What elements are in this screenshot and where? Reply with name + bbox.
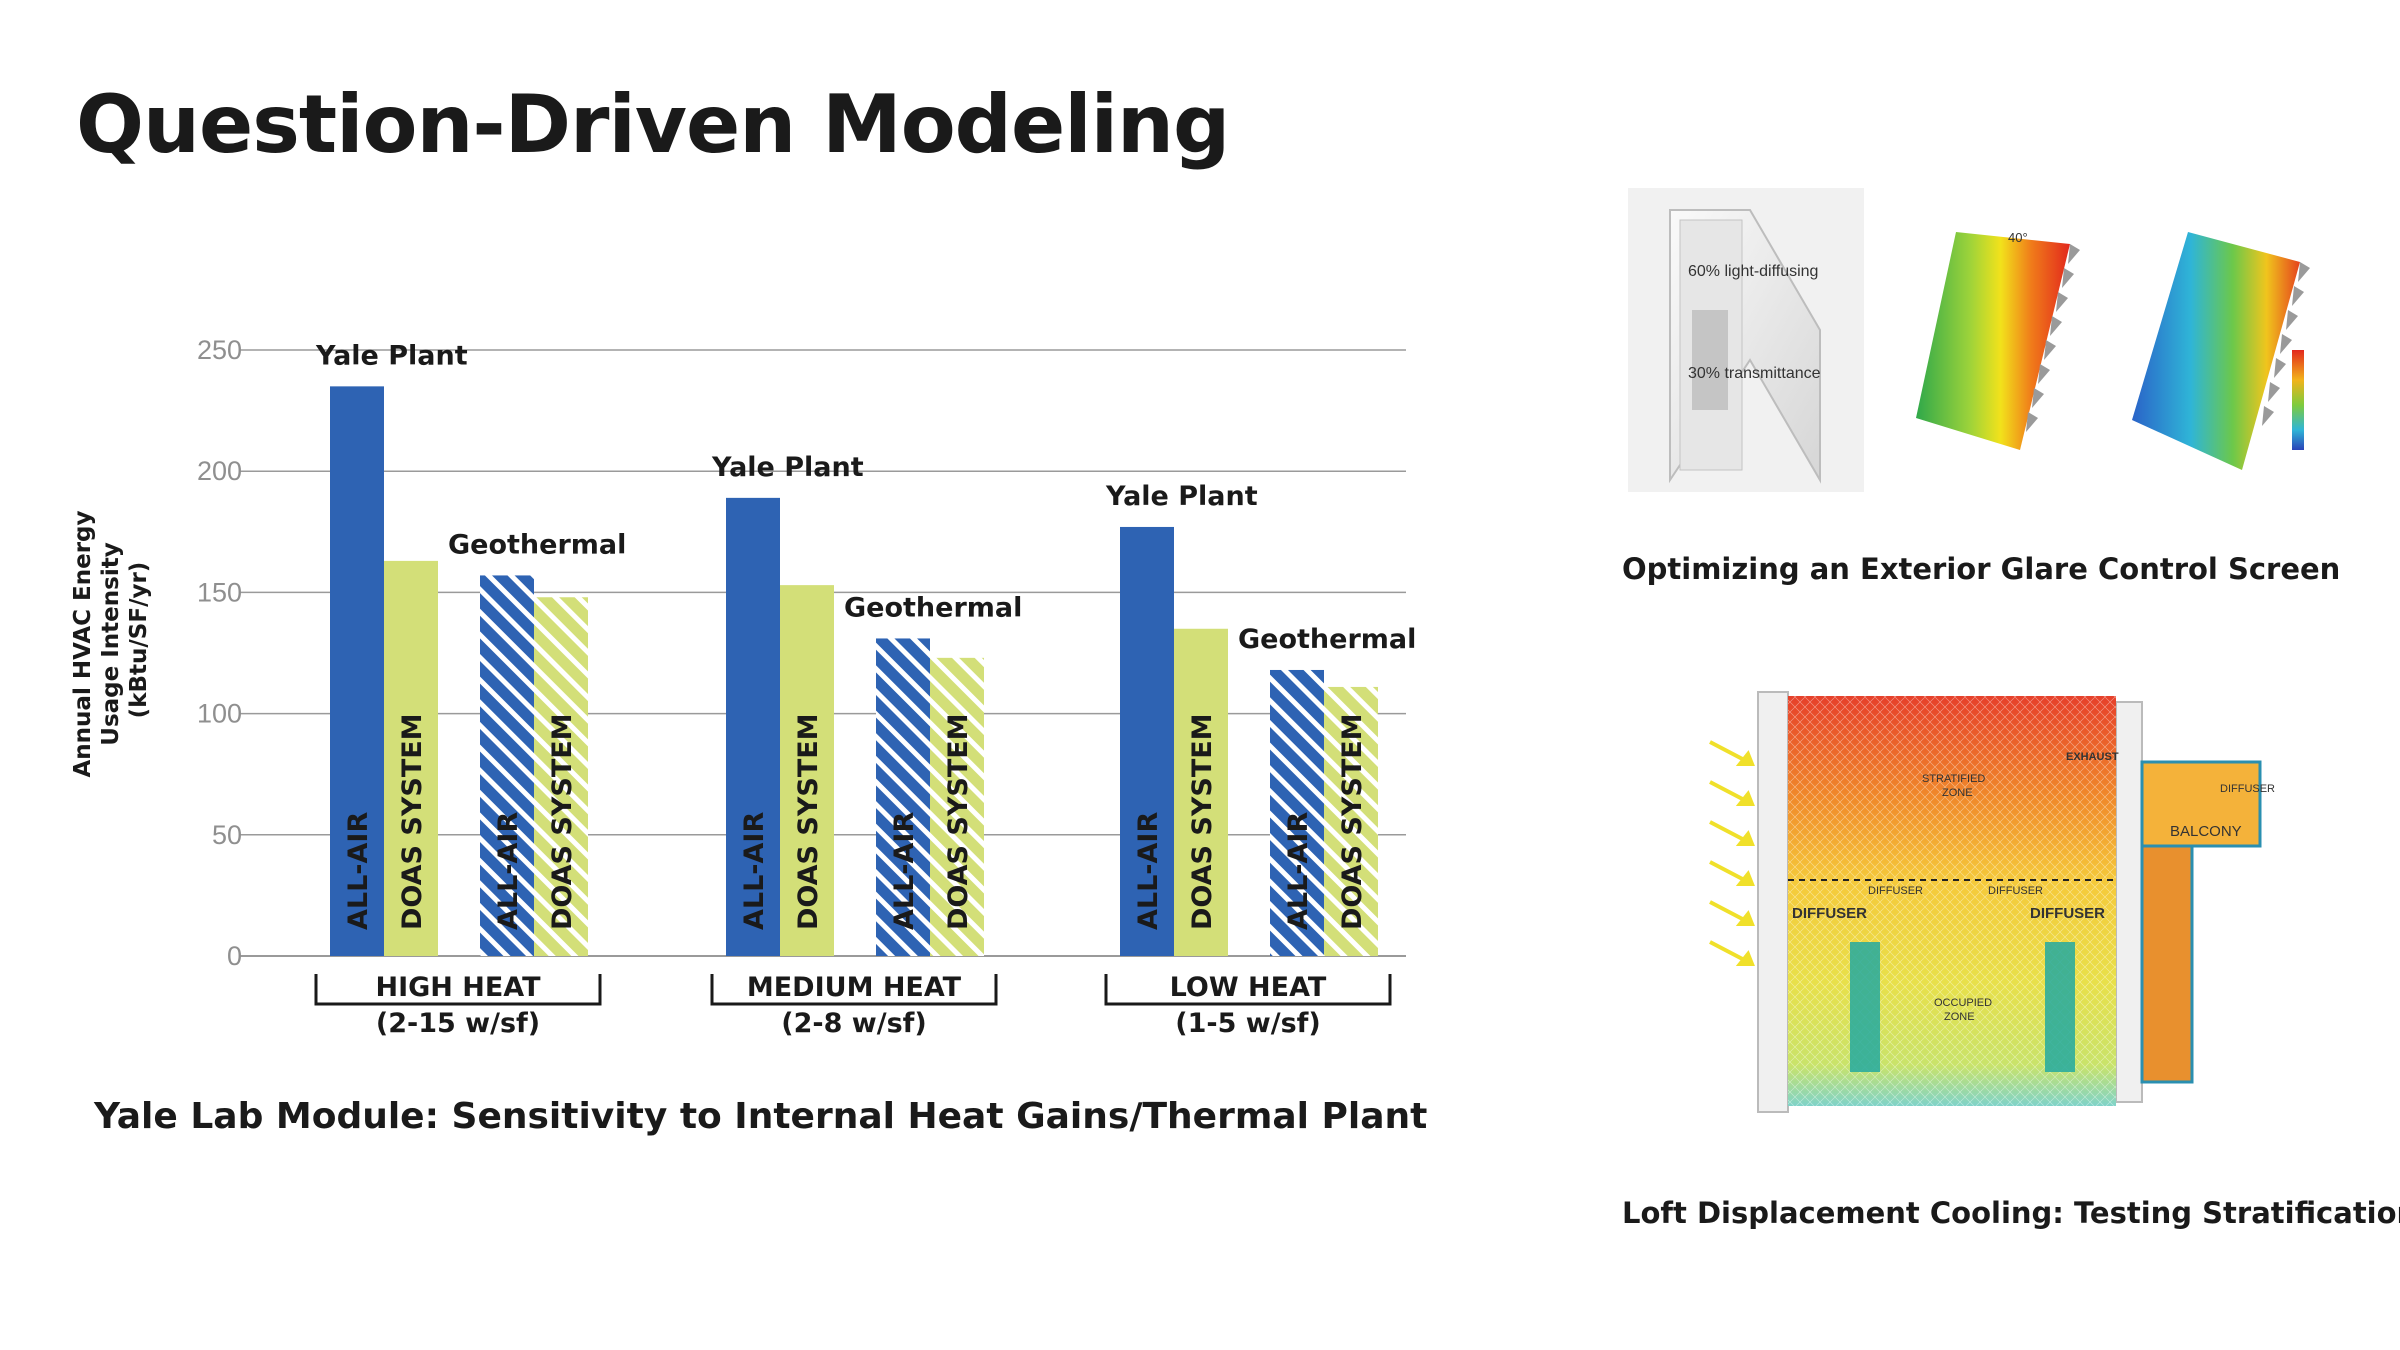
bar xyxy=(480,575,534,956)
glare-label-top: 60% light-diffusing xyxy=(1688,263,1818,280)
bar xyxy=(1270,669,1324,956)
plant-label: Yale Plant xyxy=(315,340,468,371)
plant-label: Yale Plant xyxy=(1105,481,1258,512)
loft-right-duct xyxy=(2045,942,2075,1072)
bar xyxy=(1174,628,1228,956)
glare-caption: Optimizing an Exterior Glare Control Scr… xyxy=(1622,552,2341,586)
glare-screen-figure: 60% light-diffusing 30% transmittance 40… xyxy=(1628,188,2310,492)
loft-label-diffuser-balcony: DIFFUSER xyxy=(2220,783,2275,795)
loft-right-wall xyxy=(2115,701,2143,1103)
group-name: MEDIUM HEAT xyxy=(747,972,962,1003)
bar xyxy=(780,585,834,956)
group-range: (1-5 w/sf) xyxy=(1175,1008,1320,1039)
chart-caption: Yale Lab Module: Sensitivity to Internal… xyxy=(94,1096,1428,1137)
bars-layer xyxy=(330,386,1378,956)
bar xyxy=(534,597,588,956)
balcony-lower xyxy=(2140,844,2194,1084)
loft-label-occupied: OCCUPIED xyxy=(1934,997,1992,1009)
bar-label: ALL-AIR xyxy=(493,812,524,930)
plant-label: Geothermal xyxy=(1238,624,1416,655)
y-tick-label: 50 xyxy=(212,820,242,850)
loft-label-occupied-zone: ZONE xyxy=(1944,1011,1975,1023)
bar xyxy=(876,638,930,956)
bar-label: DOAS SYSTEM xyxy=(1187,713,1218,930)
y-tick-label: 200 xyxy=(197,456,242,486)
group-range: (2-8 w/sf) xyxy=(781,1008,926,1039)
bar xyxy=(726,497,780,956)
loft-label-exhaust: EXHAUST xyxy=(2066,751,2119,763)
bar-label: DOAS SYSTEM xyxy=(943,713,974,930)
group-bracket xyxy=(314,974,602,1006)
bar xyxy=(1324,686,1378,956)
bar-label: ALL-AIR xyxy=(739,812,770,930)
glare-heatmap-b xyxy=(2132,232,2300,470)
loft-label-stratified-zone: ZONE xyxy=(1942,787,1973,799)
bar-label: ALL-AIR xyxy=(1133,812,1164,930)
plant-label: Geothermal xyxy=(844,592,1022,623)
y-tick-label: 0 xyxy=(227,941,242,971)
group-bracket xyxy=(710,974,998,1006)
loft-label-diffuser-small-left: DIFFUSER xyxy=(1868,885,1923,897)
bar-label: ALL-AIR xyxy=(343,812,374,930)
airflow-arrows xyxy=(1709,740,1755,966)
bar-label: DOAS SYSTEM xyxy=(1337,713,1368,930)
y-tick-label: 250 xyxy=(197,335,242,365)
bar xyxy=(330,386,384,956)
bar-label: DOAS SYSTEM xyxy=(547,713,578,930)
glare-fins-b xyxy=(2262,262,2310,426)
group-name: LOW HEAT xyxy=(1170,972,1327,1003)
glare-angle-label: 40° xyxy=(2008,230,2028,245)
loft-caption: Loft Displacement Cooling: Testing Strat… xyxy=(1622,1196,2400,1230)
balcony-block xyxy=(2140,760,2262,848)
loft-label-balcony: BALCONY xyxy=(2170,823,2242,840)
group-name: HIGH HEAT xyxy=(375,972,541,1003)
glare-color-scale xyxy=(2292,350,2304,450)
labels-layer: 0 50 100 150 200 250 ALL-AIR DOAS SYSTEM ALL-AIR… xyxy=(197,335,1416,1039)
glare-label-bottom: 30% transmittance xyxy=(1688,365,1821,382)
loft-label-diffuser-right: DIFFUSER xyxy=(2030,905,2105,922)
loft-label-stratified: STRATIFIED xyxy=(1922,773,1985,785)
plant-label: Geothermal xyxy=(448,529,626,560)
y-axis-label: Annual HVAC Energy Usage Intensity (kBtu… xyxy=(70,502,152,777)
ylabel-line-3: (kBtu/SF/yr) xyxy=(126,562,152,719)
glare-heatmap-a xyxy=(1916,232,2070,450)
bar xyxy=(384,560,438,956)
bar xyxy=(930,657,984,956)
loft-left-wall xyxy=(1757,691,1789,1113)
group-range: (2-15 w/sf) xyxy=(376,1008,540,1039)
bar xyxy=(1120,526,1174,956)
ylabel-line-1: Annual HVAC Energy xyxy=(70,511,96,778)
plant-label: Yale Plant xyxy=(711,452,864,483)
loft-left-duct xyxy=(1850,942,1880,1072)
loft-label-diffuser-left: DIFFUSER xyxy=(1792,905,1867,922)
bar-label: ALL-AIR xyxy=(889,812,920,930)
y-tick-label: 100 xyxy=(197,699,242,729)
bar-label: DOAS SYSTEM xyxy=(793,713,824,930)
slide-title: Question-Driven Modeling xyxy=(76,78,1230,171)
group-bracket xyxy=(1104,974,1392,1006)
hvac-energy-chart: 0 50 100 150 200 250 ALL-AIR DOAS SYSTEM ALL-AIR… xyxy=(70,335,1416,1039)
glare-panel-shadow xyxy=(1692,310,1728,410)
ylabel-line-2: Usage Intensity xyxy=(98,542,124,745)
bar-label: DOAS SYSTEM xyxy=(397,713,428,930)
loft-label-diffuser-small-right: DIFFUSER xyxy=(1988,885,2043,897)
glare-fins-a xyxy=(2026,244,2080,432)
bar-label: ALL-AIR xyxy=(1283,812,1314,930)
y-tick-label: 150 xyxy=(197,577,242,607)
loft-cooling-figure: EXHAUST STRATIFIED ZONE DIFFUSER DIFFUSE… xyxy=(1709,691,2275,1113)
